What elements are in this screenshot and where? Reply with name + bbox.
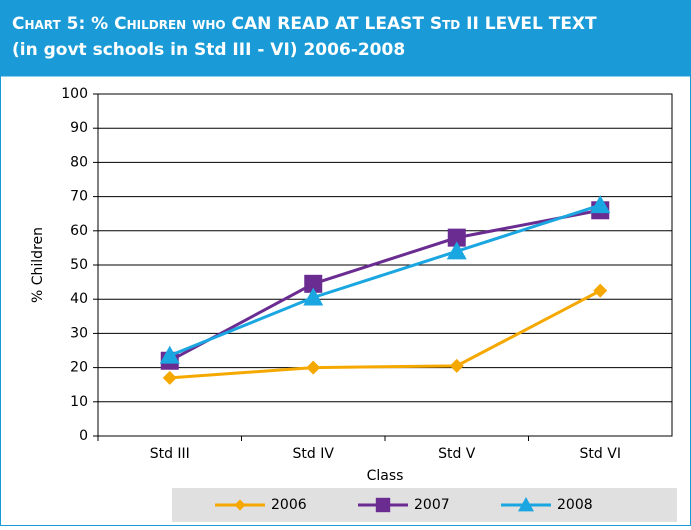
x-axis-label: Class xyxy=(367,468,404,484)
marker xyxy=(162,370,177,385)
y-tick-label: 90 xyxy=(70,120,88,136)
y-tick-label: 70 xyxy=(70,189,88,205)
marker xyxy=(590,195,611,214)
legend-label: 2006 xyxy=(271,497,307,513)
x-tick-label: Std V xyxy=(438,446,476,462)
x-tick-label: Std VI xyxy=(580,446,621,462)
series-line xyxy=(169,208,601,363)
y-tick-label: 80 xyxy=(70,154,88,170)
marker xyxy=(375,497,391,513)
marker xyxy=(159,345,180,364)
chart-subtitle: (in govt schools in Std III - VI) 2006-2… xyxy=(12,40,405,60)
y-tick-label: 50 xyxy=(70,257,88,273)
marker xyxy=(446,241,467,260)
y-tick-label: 30 xyxy=(70,325,88,341)
marker xyxy=(593,283,608,298)
marker xyxy=(303,287,324,306)
marker xyxy=(306,360,321,375)
marker xyxy=(447,228,466,247)
legend-label: 2008 xyxy=(557,497,593,513)
y-tick-label: 60 xyxy=(70,223,88,239)
marker xyxy=(449,358,464,373)
x-tick-label: Std IV xyxy=(293,446,335,462)
x-tick-label: Std III xyxy=(150,446,190,462)
marker xyxy=(518,497,534,512)
y-tick-label: 100 xyxy=(61,86,88,102)
y-tick-label: 0 xyxy=(79,428,88,444)
chart-title: Chart 5: % Children who CAN READ AT LEAS… xyxy=(12,14,597,34)
y-tick-label: 40 xyxy=(70,291,88,307)
marker xyxy=(304,274,323,293)
chart-frame xyxy=(0,75,691,526)
legend-label: 2007 xyxy=(414,497,450,513)
marker xyxy=(234,499,246,511)
y-tick-label: 20 xyxy=(70,360,88,376)
series-line xyxy=(169,203,601,358)
header-band xyxy=(0,0,691,76)
y-axis-label: % Children xyxy=(30,227,46,303)
series-line xyxy=(169,289,601,380)
y-tick-label: 10 xyxy=(70,394,88,410)
